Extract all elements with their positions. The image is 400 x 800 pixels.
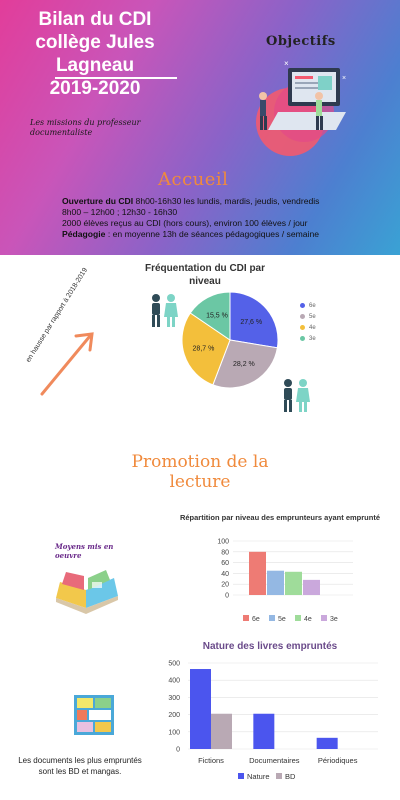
bar-chart-2-title: Nature des livres empruntés xyxy=(202,641,338,652)
title-line-1: Bilan du CDI xyxy=(38,9,152,30)
legend-label-BD: BD xyxy=(285,772,296,781)
title-line-2: collège Jules Lagneau xyxy=(35,32,155,76)
svg-text:×: × xyxy=(284,59,289,68)
y-tick-label: 400 xyxy=(168,678,180,685)
legend-swatch-6e xyxy=(243,615,249,621)
objectifs-heading: Objectifs xyxy=(266,34,336,49)
y-tick-label: 80 xyxy=(221,549,229,556)
legend-swatch-4e xyxy=(295,615,301,621)
legend-label-3e: 3e xyxy=(330,616,338,623)
title-line-3: 2019-2020 xyxy=(49,78,141,99)
y-tick-label: 20 xyxy=(221,582,229,589)
moyens-label: Moyens mis en oeuvre xyxy=(55,542,114,560)
bar-chart-1-title: Répartition par niveau des emprunteurs a… xyxy=(179,513,381,522)
pie-chart: 27,6 % 28,2 % 28,7 % 15,5 % xyxy=(181,291,279,389)
pedagogie-label: Pédagogie xyxy=(62,229,106,239)
computer-illustration: × × xyxy=(256,59,346,156)
promotion-heading: Promotion de la lecture xyxy=(100,452,300,492)
emprunteurs-bar-chart: 0 20 40 60 80 100 6e 5e 4e 3e xyxy=(217,539,353,623)
nature-bar-chart: 0 100 200 300 400 500 Fictions Documentaires Pér… xyxy=(168,661,378,781)
bar-Périodiques-Nature xyxy=(316,737,338,749)
title-underline xyxy=(55,77,177,79)
pie-chart-title: Fréquentation du CDI par niveau xyxy=(145,263,265,287)
legend-swatch-3e xyxy=(321,615,327,621)
students-icon xyxy=(152,294,178,327)
ouverture-hours: 8h00 – 12h00 ; 12h30 - 16h30 xyxy=(62,207,178,217)
ouverture-label: Ouverture du CDI xyxy=(62,196,134,206)
bar-4e xyxy=(285,571,302,595)
y-tick-label: 0 xyxy=(225,593,229,600)
ouverture-text: 8h00-16h30 les lundis, mardis, jeudis, v… xyxy=(133,196,320,206)
pie-label-3e: 15,5 % xyxy=(206,312,228,319)
y-tick-label: 200 xyxy=(168,712,180,719)
bar-Fictions-Nature xyxy=(190,669,211,749)
svg-text:×: × xyxy=(342,75,346,82)
bar-Fictions-BD xyxy=(211,713,232,749)
legend-label-5e: 5e xyxy=(278,616,286,623)
open-book-icon xyxy=(56,570,118,614)
y-tick-label: 500 xyxy=(168,661,180,668)
bar-6e xyxy=(249,551,266,595)
legend-label-4e: 4e xyxy=(304,616,312,623)
x-tick-label-Documentaires: Documentaires xyxy=(249,756,300,765)
legend-swatch-BD xyxy=(276,773,282,779)
comic-icon xyxy=(74,695,114,735)
y-tick-label: 300 xyxy=(168,695,180,702)
students-icon-2 xyxy=(284,379,310,412)
page-title: Bilan du CDI collège Jules Lagneau 2019-… xyxy=(0,8,190,100)
legend-swatch-5e xyxy=(269,615,275,621)
pie-slice-5e xyxy=(212,339,278,389)
promotion-heading-line-2: lecture xyxy=(169,472,231,492)
pie-label-5e: 28,2 % xyxy=(233,361,255,368)
accueil-heading: Accueil xyxy=(158,169,229,190)
y-tick-label: 40 xyxy=(221,571,229,578)
pie-legend-6e: 6e xyxy=(300,300,316,311)
pie-slice-3e xyxy=(189,291,231,341)
pie-slice-6e xyxy=(229,291,279,349)
pie-legend: 6e 5e 4e 3e xyxy=(300,300,316,344)
legend-label-6e: 6e xyxy=(252,616,260,623)
y-tick-label: 0 xyxy=(176,747,180,754)
rising-arrow-icon xyxy=(40,332,94,396)
legend-swatch-Nature xyxy=(238,773,244,779)
x-tick-label-Périodiques: Périodiques xyxy=(318,756,358,765)
y-tick-label: 100 xyxy=(168,729,180,736)
x-tick-label-Fictions: Fictions xyxy=(198,756,224,765)
pie-slice-4e xyxy=(181,312,231,386)
eleves-text: 2000 élèves reçus au CDI (hors cours), e… xyxy=(62,218,308,228)
y-tick-label: 100 xyxy=(217,539,229,546)
pie-label-6e: 27,6 % xyxy=(240,319,262,326)
missions-subtitle: Les missions du professeur documentalist… xyxy=(30,118,141,137)
bar-5e xyxy=(267,570,284,595)
pie-legend-3e: 3e xyxy=(300,333,316,344)
accueil-info: Ouverture du CDI 8h00-16h30 les lundis, … xyxy=(62,196,400,240)
promotion-note: Les documents les plus empruntés sont le… xyxy=(18,756,142,776)
bar-Documentaires-Nature xyxy=(253,713,275,749)
y-tick-label: 60 xyxy=(221,560,229,567)
pedagogie-text: : en moyenne 13h de séances pédagogiques… xyxy=(105,229,320,239)
bar-3e xyxy=(303,579,320,595)
pie-legend-5e: 5e xyxy=(300,311,316,322)
promotion-heading-line-1: Promotion de la xyxy=(131,452,269,472)
pie-legend-4e: 4e xyxy=(300,322,316,333)
legend-label-Nature: Nature xyxy=(247,772,270,781)
pie-label-4e: 28,7 % xyxy=(193,345,215,352)
